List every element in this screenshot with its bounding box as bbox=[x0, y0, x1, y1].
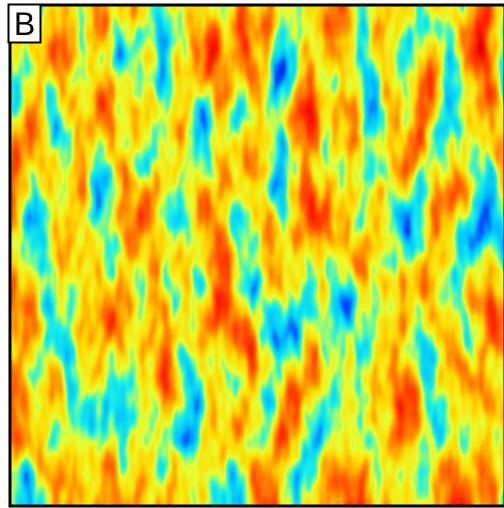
label-box bbox=[7, 3, 42, 44]
panel-frame bbox=[8, 3, 504, 508]
panel-label: B bbox=[14, 6, 35, 42]
